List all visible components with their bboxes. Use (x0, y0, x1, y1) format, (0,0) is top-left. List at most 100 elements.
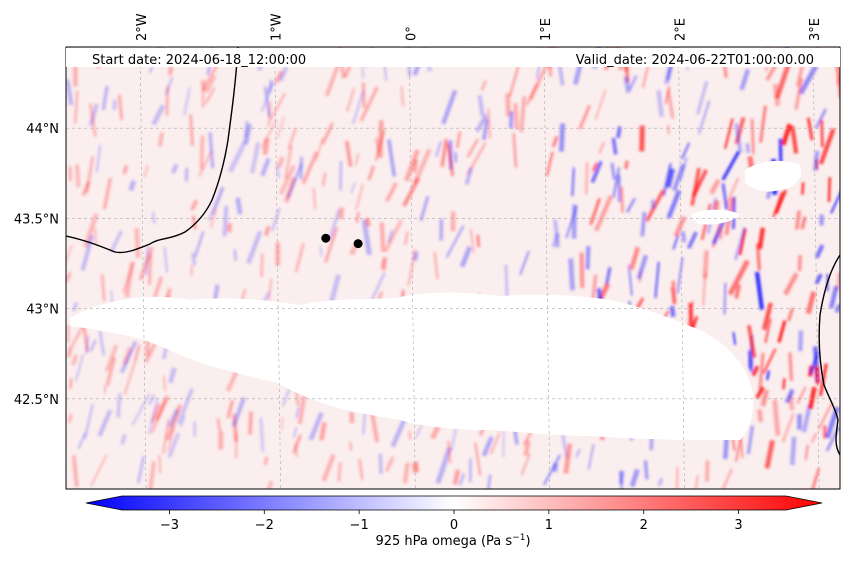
omega-streak (367, 165, 375, 181)
omega-streak (675, 467, 679, 489)
lon-tick-label: 1°W (270, 13, 285, 41)
colorbar-label-close: ) (525, 534, 530, 549)
coastline-mediterranean (818, 254, 840, 456)
omega-streak (441, 89, 458, 125)
omega-streak (276, 156, 285, 169)
omega-streak (817, 401, 834, 430)
omega-streak (136, 456, 146, 484)
omega-streak (764, 318, 772, 344)
omega-streak (718, 226, 723, 240)
omega-streak (243, 120, 249, 139)
omega-streak (635, 297, 645, 310)
omega-streak (90, 454, 108, 487)
omega-streak (260, 157, 271, 177)
map-frame (65, 46, 841, 490)
omega-streak (747, 324, 757, 358)
omega-streak (355, 211, 360, 223)
omega-streak (294, 443, 298, 458)
omega-streak (585, 246, 591, 270)
omega-streak (676, 257, 684, 294)
omega-streak (328, 209, 341, 240)
omega-streak (377, 120, 384, 159)
omega-streak (798, 330, 804, 352)
omega-streak (596, 288, 603, 301)
omega-streak (102, 177, 113, 210)
gridline-lon (274, 47, 281, 489)
omega-streak (293, 427, 298, 438)
omega-streak (162, 419, 170, 454)
omega-streak (513, 102, 519, 130)
omega-streak (98, 330, 106, 356)
omega-streak (665, 168, 675, 188)
start-date-label: Start date: 2024-06-18_12:00:00 (92, 53, 306, 68)
omega-streak (66, 348, 73, 358)
omega-streak (834, 304, 840, 313)
omega-streak (157, 132, 165, 147)
omega-streak (760, 389, 769, 407)
omega-streak (104, 344, 119, 372)
omega-streak (739, 68, 751, 91)
omega-streak (445, 225, 465, 258)
omega-streak (565, 205, 578, 239)
omega-streak (764, 439, 775, 469)
gridlines (66, 47, 840, 489)
omega-streak (152, 276, 164, 298)
omega-streak (575, 448, 581, 458)
omega-streak (85, 335, 90, 354)
omega-streak (800, 216, 807, 230)
lat-tick-label: 43°N (26, 303, 59, 318)
omega-streak (378, 453, 383, 474)
omega-streak (158, 454, 162, 474)
omega-streak (466, 142, 487, 176)
omega-streak (364, 217, 371, 227)
omega-streak (782, 378, 786, 390)
omega-streak (545, 151, 554, 177)
omega-streak (278, 66, 289, 82)
omega-streak (797, 255, 802, 272)
omega-streak (470, 228, 475, 253)
omega-streak (721, 150, 741, 181)
omega-streak (774, 189, 787, 215)
omega-streak (815, 365, 820, 385)
omega-streak (520, 453, 531, 476)
omega-streak (226, 223, 233, 233)
omega-streak (190, 264, 193, 276)
omega-streak (639, 125, 645, 152)
omega-streak (350, 182, 356, 194)
omega-streak (284, 145, 293, 180)
colorbar-tick-label: 3 (734, 518, 742, 533)
omega-streak (131, 393, 151, 426)
omega-streak (400, 86, 405, 107)
omega-streak (235, 432, 238, 459)
omega-streak (558, 123, 566, 152)
omega-streak (755, 386, 765, 399)
omega-streak (144, 343, 157, 363)
omega-streak (772, 83, 781, 107)
coastline (66, 47, 840, 456)
omega-streak (148, 394, 156, 405)
omega-streak (116, 393, 122, 418)
omega-streak (193, 231, 205, 258)
omega-streak (147, 461, 156, 489)
omega-streak (177, 388, 194, 425)
omega-streak (571, 167, 575, 196)
omega-streak (459, 246, 473, 268)
omega-streak (815, 108, 827, 129)
omega-streak (243, 123, 252, 145)
omega-streak (788, 352, 794, 381)
colorbar-tick-label: −2 (255, 518, 274, 533)
omega-streak (778, 138, 783, 164)
omega-streak (814, 273, 823, 285)
omega-streak (624, 160, 629, 170)
omega-streak (578, 104, 591, 130)
omega-streak (796, 60, 805, 87)
omega-streak (315, 137, 324, 161)
omega-streak (345, 87, 356, 112)
omega-streak (605, 267, 612, 285)
omega-streak (523, 440, 531, 457)
omega-streak (679, 157, 688, 181)
omega-streak (73, 90, 79, 124)
omega-streak (746, 425, 755, 455)
omega-streak (474, 442, 482, 476)
